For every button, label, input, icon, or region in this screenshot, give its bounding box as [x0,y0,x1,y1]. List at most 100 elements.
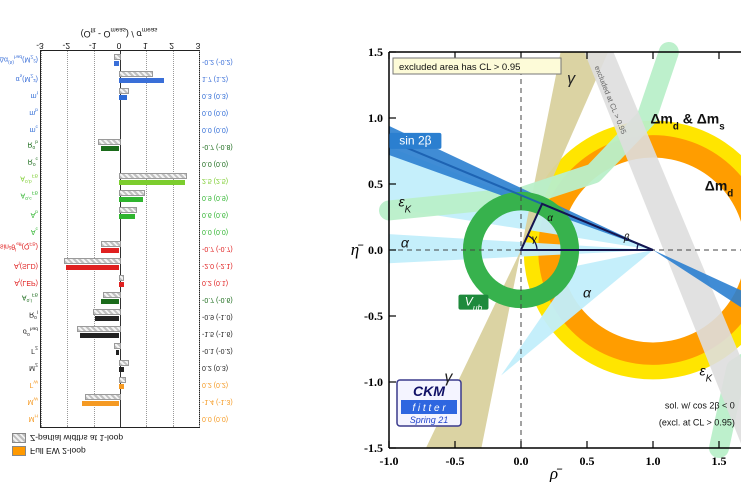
row-value: 0.0 (0.0) [202,109,229,116]
ew-axis-title: (Ofit - Omeas) / σmeas [80,26,158,39]
dmd-dms-label: Δmd & Δms [650,110,725,132]
row-value: -0.7 (-0.7) [202,245,233,252]
sol-line1: sol. w/ cos 2β < 0 [665,400,735,410]
gamma-angle-arc [527,234,538,251]
pull-bar-full [79,333,119,338]
row-value: 0.0 (0.0) [202,126,229,133]
legend-label: Full EW 2-loop [30,446,86,457]
vub-label-bg [458,294,489,310]
pull-bar-partial [63,258,121,264]
row-label: MH [28,412,38,422]
axis-tick-label: -2 [62,41,71,51]
unitarity-triangle [519,202,654,251]
row-value: 0.2 (0.1) [202,279,229,286]
pull-bar-full [82,401,119,406]
gamma-top-label: γ [567,71,576,88]
ew-legend: Full EW 2-loop Z-partial widths at 1-loop [8,428,240,460]
sin2b-label: sin 2β [399,133,431,147]
legend-label: Z-partial widths at 1-loop [30,433,124,444]
pull-bar-full [100,248,119,253]
legend-entry: Z-partial widths at 1-loop [12,432,240,445]
x-tick-label: 1.0 [646,454,661,468]
y-tick-label: 0.5 [368,177,383,191]
pull-bar-partial [119,207,137,213]
y-tick-label: 0.0 [368,243,383,257]
row-label: A0,bFB [20,172,38,183]
row-label: mc [29,123,38,133]
region-excluded-band [584,52,741,444]
row-label: R0c [27,155,38,166]
row-value: 0.2 (0.3) [202,364,229,371]
pull-bar-full [95,316,119,321]
legend-entry: Full EW 2-loop [12,445,240,458]
pull-bar-partial [97,139,121,145]
x-tick-label: 0.0 [514,454,529,468]
epsK-left-label: εK [398,193,411,215]
y-tick-label: 1.0 [368,111,383,125]
gridline [41,51,42,427]
row-value: 1.7 (1.2) [202,75,229,82]
pull-bar-partial [119,275,124,281]
y-tick-label: -1.0 [364,375,383,389]
logo-fitter-text: f i t t e r [412,403,446,414]
row-label: ΓW [29,378,38,388]
beta-angle-arc [636,243,639,251]
axis-tick-label: -1 [88,41,97,51]
row-label: R0b [27,138,38,149]
logo-ckm-text: CKM [413,383,445,399]
pull-bar-full [119,78,164,83]
row-label: Al(LEP) [14,276,38,286]
pull-bar-partial [119,377,127,383]
axis-tick-label: -3 [36,41,44,51]
pull-bar-partial [119,88,129,94]
gridline [199,51,200,427]
pull-bar-partial [119,190,145,196]
pull-bar-partial [103,292,121,298]
row-label: Al(SLD) [13,259,38,269]
row-value: -0.7 (-0.8) [202,143,233,150]
legend-swatch-hatched [12,433,26,444]
region-sin2beta [653,250,741,308]
logo-fitter-bar [401,400,457,414]
pull-bar-partial [119,71,153,77]
pull-bar-full [66,265,119,270]
axis-tick-label: 3 [195,41,201,51]
pull-bar-partial [113,54,121,60]
ckm-plot-svg: -1.0 -0.5 0.0 0.5 1.0 1.5 1.5 1.0 0.5 0.0 -0.5 -1.0… [331,12,741,482]
dmd-label: Δmd [705,178,734,200]
row-label: MZ [29,361,38,371]
pull-bar-full [113,61,119,66]
sol-line2: (excl. at CL > 0.95) [659,418,735,428]
logo-season-text: Spring 21 [410,415,449,425]
axis-tick-label: 2 [169,41,175,51]
epsK-right-label: εK [699,362,712,384]
x-tick-label: 0.5 [580,454,595,468]
excluded-legend-box [392,57,562,75]
row-value: 0.3 (0.3) [202,92,229,99]
x-tick-label: -1.0 [380,454,399,468]
row-label: A0,lFB [21,291,38,302]
region-gamma [425,250,521,448]
row-value: 0.9 (0.9) [202,194,229,201]
row-label: ΓZ [31,344,38,354]
region-Vub [462,191,580,309]
gridline [67,51,69,427]
pull-bar-partial [76,326,121,332]
pull-bar-full [100,299,119,304]
row-label: sin²θleff(QFB) [0,240,38,251]
axis-tick-label: 0 [116,41,122,51]
row-value: 0.0 (0.0) [202,160,229,167]
row-label: MW [27,395,38,405]
pull-bar-partial [92,309,121,315]
row-value: -1.5 (-1.6) [202,330,233,337]
sin2b-label-bg [389,132,442,149]
tri-beta: β [623,233,630,244]
pull-bar-full [119,282,125,287]
row-label: Ab [30,208,38,218]
row-value: 2.5 (2.5) [202,177,229,184]
row-value: 0.2 (0.2) [202,381,229,388]
row-value: 0.0 (0.0) [202,415,229,422]
pull-bar-full [119,384,125,389]
pull-bar-full [119,180,185,185]
